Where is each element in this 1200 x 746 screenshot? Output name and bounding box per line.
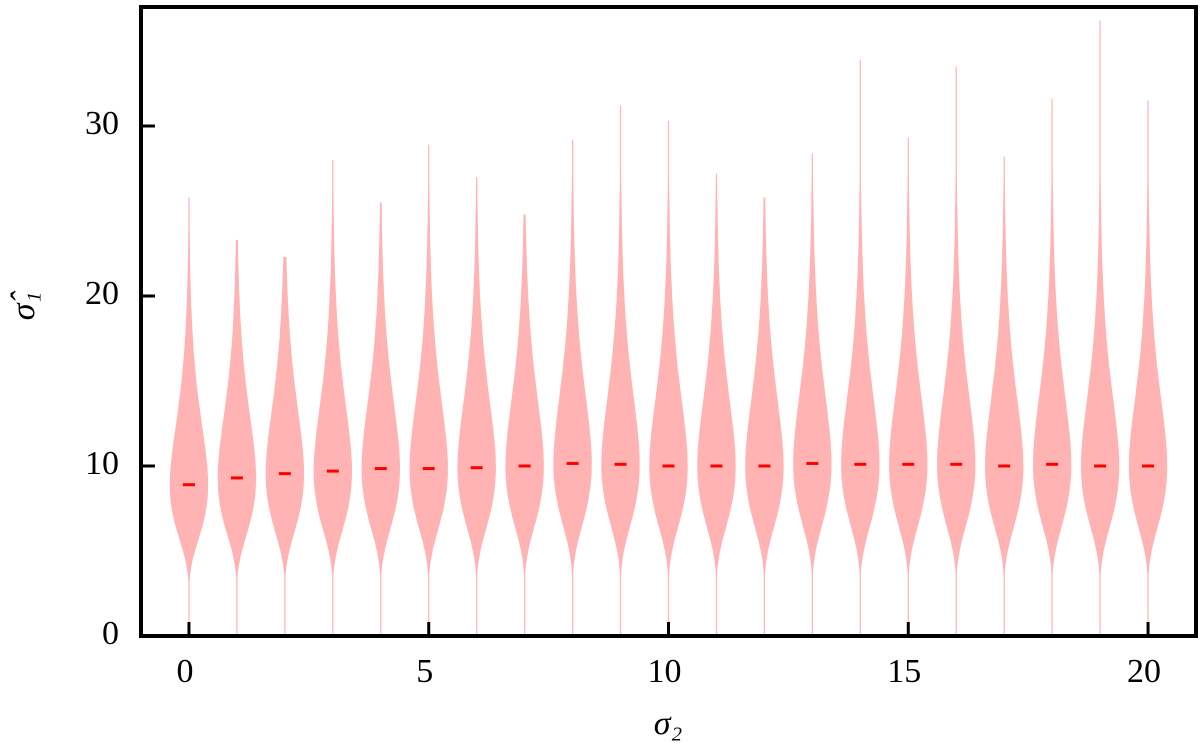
- median-marker: [758, 464, 771, 468]
- x-axis-label: σ₂: [654, 705, 683, 742]
- y-axis-label: σ̂₁: [5, 291, 42, 321]
- violin: [409, 144, 448, 636]
- violin: [601, 105, 640, 637]
- y-tick-label: 30: [85, 105, 119, 142]
- violin: [1033, 98, 1072, 637]
- y-tick-label: 10: [85, 445, 119, 482]
- median-marker: [278, 472, 291, 476]
- plot-frame: [139, 5, 1198, 638]
- violin: [457, 177, 496, 636]
- median-marker: [1142, 464, 1155, 468]
- median-marker: [662, 464, 675, 468]
- violin: [937, 66, 976, 636]
- x-tick-label: 20: [1127, 653, 1161, 690]
- violin: [505, 214, 544, 636]
- violin: [361, 202, 400, 636]
- violin: [745, 197, 784, 636]
- median-marker: [470, 466, 483, 470]
- median-marker: [902, 462, 915, 466]
- x-tick-label: 15: [887, 653, 921, 690]
- median-marker: [374, 467, 387, 471]
- violin: [1128, 100, 1168, 636]
- x-tick-label: 0: [176, 653, 193, 690]
- violin: [1080, 20, 1120, 637]
- median-marker: [950, 462, 963, 466]
- violin: [793, 153, 832, 636]
- violin: [841, 59, 880, 636]
- median-marker: [614, 462, 627, 466]
- violin: [265, 256, 304, 636]
- violin: [889, 137, 928, 636]
- median-marker: [566, 461, 579, 465]
- median-marker: [998, 464, 1011, 468]
- median-marker: [854, 462, 867, 466]
- median-marker: [230, 476, 243, 480]
- x-tick-label: 10: [648, 653, 682, 690]
- median-marker: [1046, 462, 1059, 466]
- violin: [697, 173, 736, 636]
- median-marker: [1094, 464, 1107, 468]
- median-marker: [182, 483, 195, 487]
- median-marker: [326, 469, 339, 473]
- median-marker: [422, 467, 435, 471]
- violin: [313, 160, 352, 636]
- median-marker: [710, 464, 723, 468]
- violin: [985, 156, 1024, 636]
- y-tick-label: 0: [102, 615, 119, 652]
- violin: [649, 120, 688, 636]
- violin: [217, 239, 257, 636]
- y-tick-label: 20: [85, 275, 119, 312]
- x-tick-label: 5: [416, 653, 433, 690]
- violin: [169, 197, 209, 636]
- violin: [553, 139, 592, 636]
- median-marker: [518, 464, 531, 468]
- median-marker: [806, 461, 819, 465]
